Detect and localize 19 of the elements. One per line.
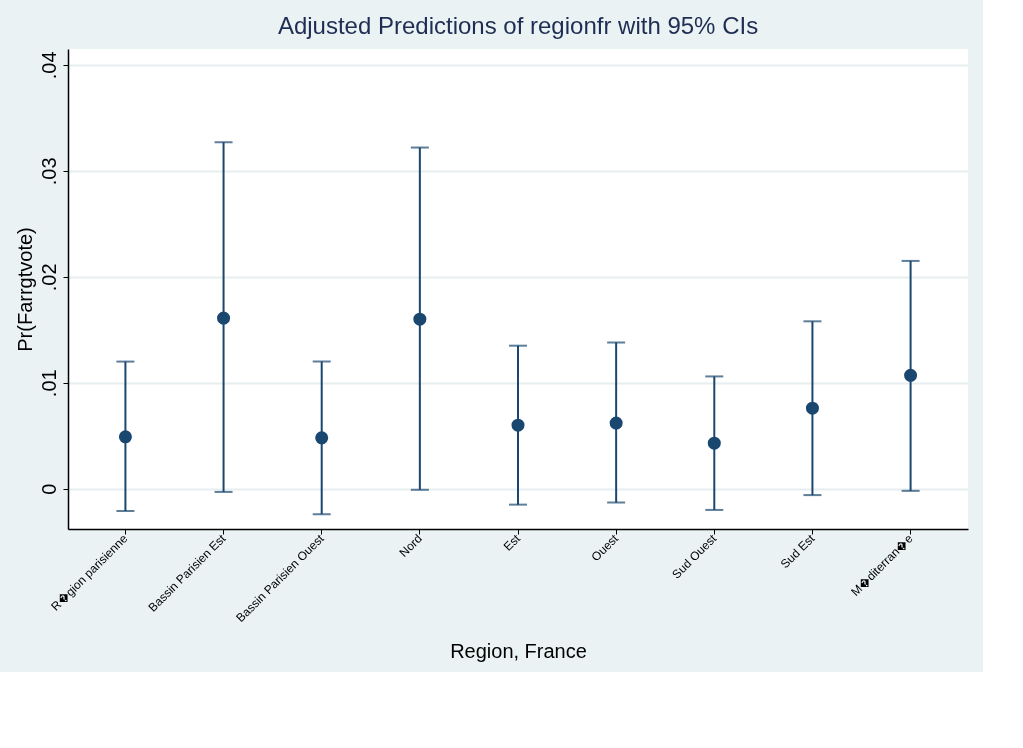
point — [805, 401, 819, 415]
x-tick-label: Sud Est — [777, 531, 818, 572]
point — [511, 418, 525, 432]
point — [413, 312, 427, 326]
y-tick-label: .04 — [37, 51, 60, 80]
chart-title: Adjusted Predictions of regionfr with 95% CIs — [277, 12, 759, 39]
y-tick-label: .03 — [37, 157, 60, 186]
point — [609, 416, 623, 430]
point — [118, 430, 132, 444]
y-axis-title: Pr(Farrgtvote) — [13, 227, 36, 352]
point — [217, 311, 231, 325]
y-tick-label: 0 — [37, 483, 60, 495]
point — [904, 368, 918, 382]
point — [315, 431, 329, 445]
y-tick-label: .02 — [37, 263, 60, 292]
x-tick-label: Est — [500, 531, 524, 554]
point — [707, 436, 721, 450]
x-axis-title: Region, France — [450, 640, 587, 663]
y-tick-label: .01 — [37, 369, 60, 398]
